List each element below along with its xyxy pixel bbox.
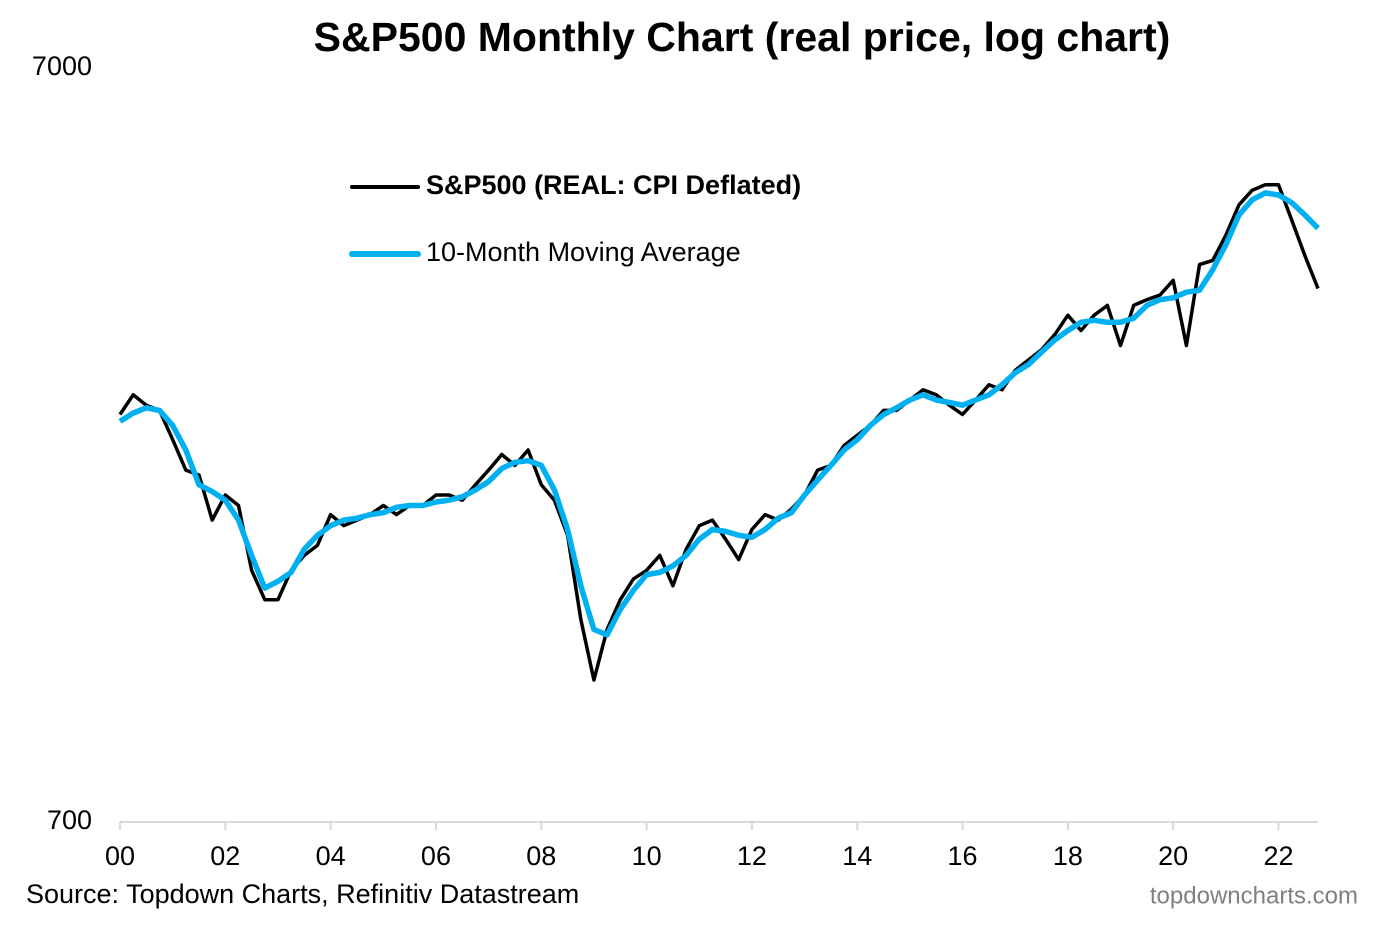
y-tick-label: 700 <box>47 805 92 835</box>
chart-title: S&P500 Monthly Chart (real price, log ch… <box>314 14 1171 60</box>
x-tick-label: 14 <box>842 841 872 871</box>
series-line <box>118 190 1320 638</box>
x-tick-label: 16 <box>948 841 978 871</box>
x-tick-label: 10 <box>632 841 662 871</box>
x-tick-label: 04 <box>316 841 346 871</box>
x-tick-label: 08 <box>526 841 556 871</box>
x-tick-label: 06 <box>421 841 451 871</box>
x-tick-label: 00 <box>105 841 135 871</box>
x-tick-label: 18 <box>1053 841 1083 871</box>
source-note: Source: Topdown Charts, Refinitiv Datast… <box>26 879 579 909</box>
x-tick-label: 20 <box>1158 841 1188 871</box>
y-tick-label: 7000 <box>32 51 92 81</box>
x-tick-label: 02 <box>210 841 240 871</box>
watermark: topdowncharts.com <box>1150 882 1358 909</box>
legend-label: 10-Month Moving Average <box>426 237 741 267</box>
x-tick-label: 12 <box>737 841 767 871</box>
x-tick-label: 22 <box>1263 841 1293 871</box>
legend-label: S&P500 (REAL: CPI Deflated) <box>426 170 801 200</box>
